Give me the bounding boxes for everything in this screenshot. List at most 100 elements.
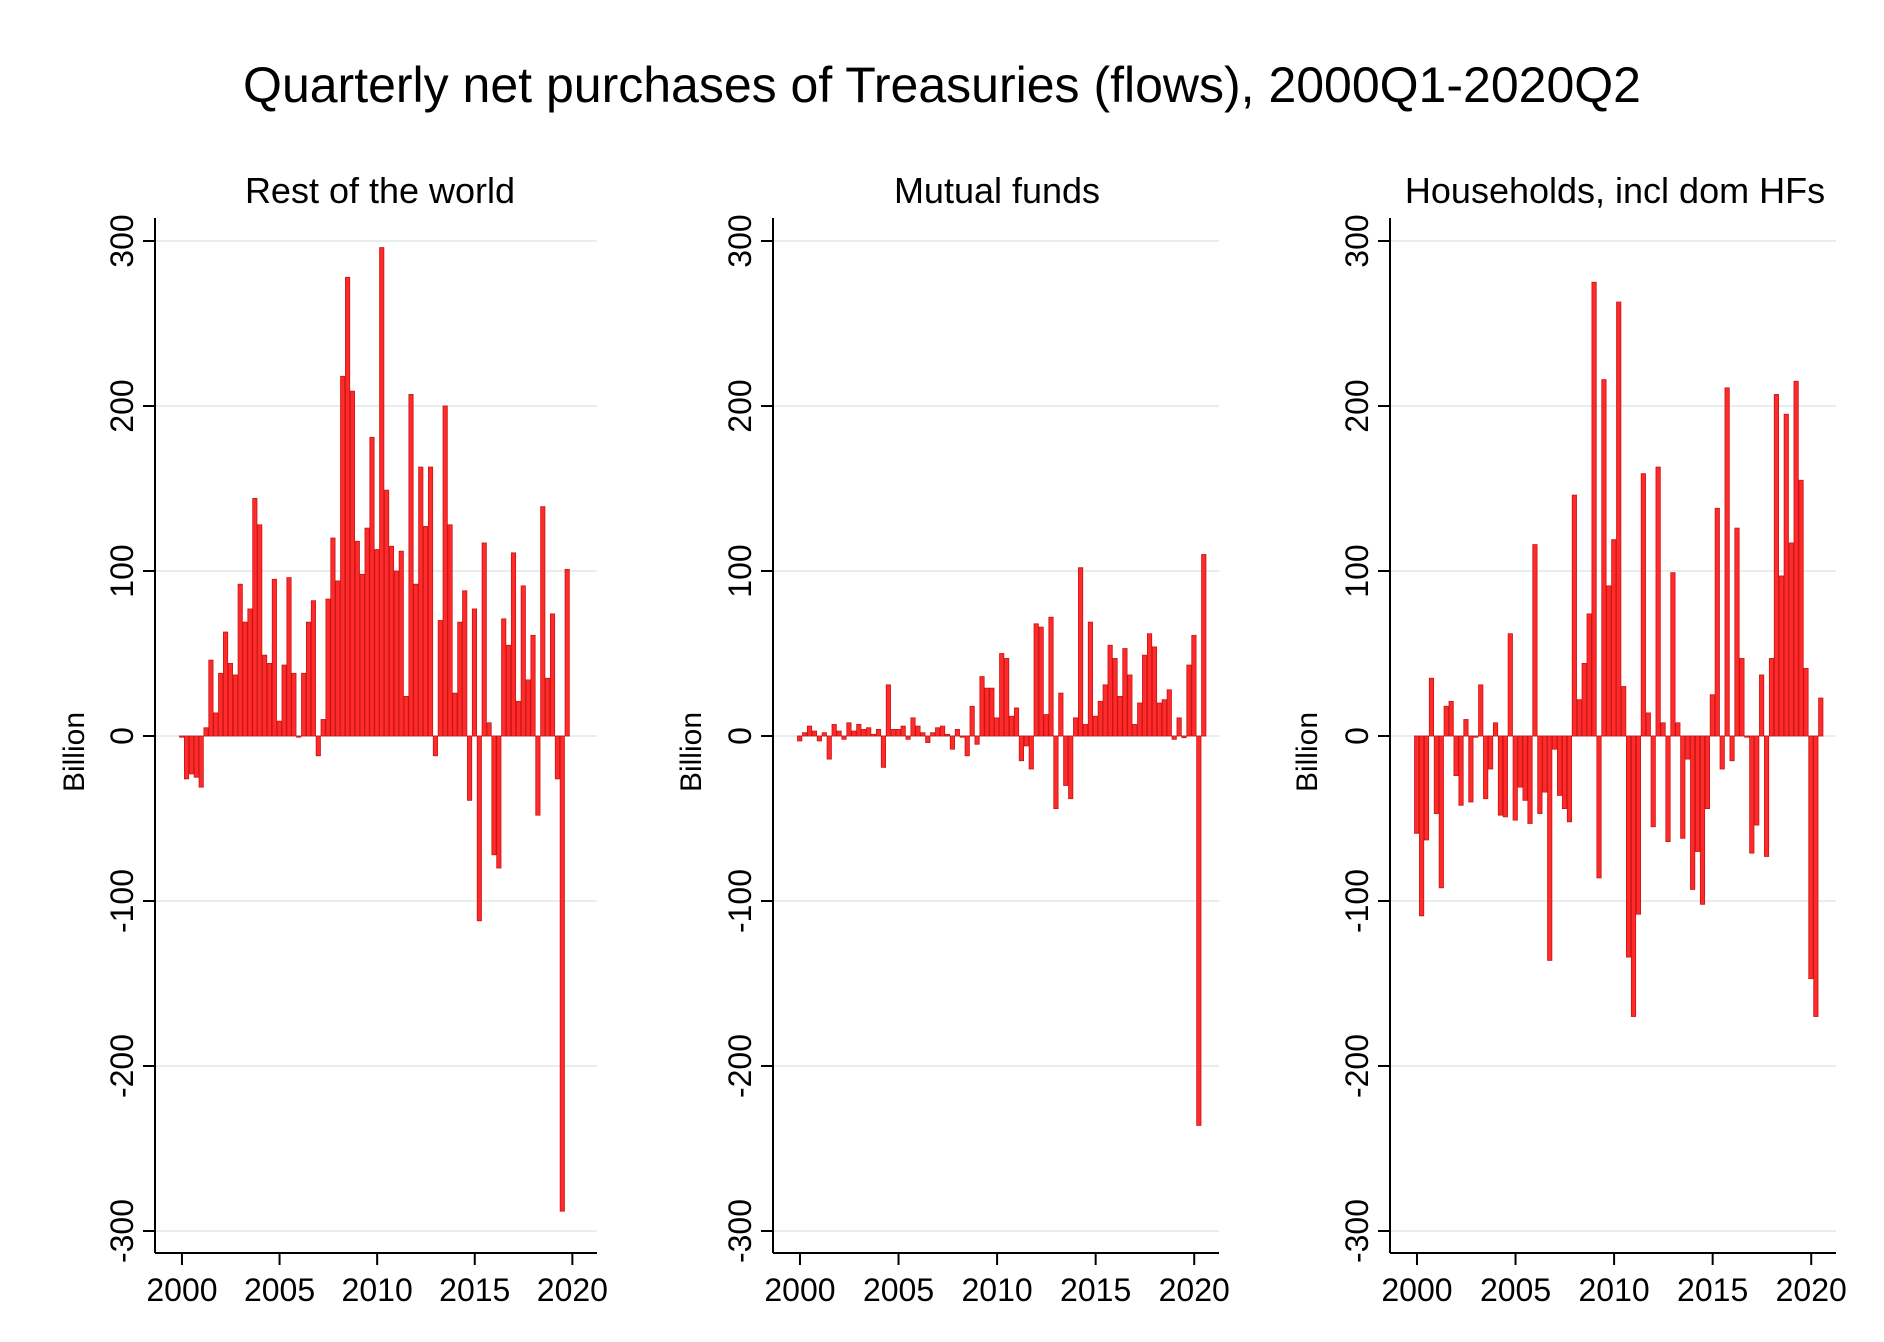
- x-tick-label: 2000: [1381, 1272, 1452, 1308]
- bar: [1778, 575, 1784, 737]
- bar: [427, 466, 434, 737]
- x-tick-label: 2015: [1677, 1272, 1748, 1308]
- bar: [930, 732, 936, 737]
- bar: [266, 663, 273, 737]
- bar: [1023, 735, 1029, 747]
- bar: [880, 735, 887, 768]
- bar: [388, 545, 395, 737]
- bar: [1171, 735, 1177, 740]
- bar: [179, 735, 185, 738]
- bar: [1087, 621, 1093, 737]
- bar: [1606, 585, 1612, 737]
- y-tick-label: 300: [104, 214, 140, 267]
- bar: [915, 725, 921, 737]
- bar: [1537, 735, 1543, 814]
- bar: [1058, 692, 1064, 737]
- y-tick-label: 0: [1339, 727, 1375, 745]
- bar: [1048, 616, 1054, 737]
- bar: [1591, 281, 1597, 737]
- bar: [1759, 674, 1765, 737]
- y-tick-label: 200: [722, 379, 758, 432]
- bar: [1463, 719, 1469, 737]
- bar: [520, 585, 526, 737]
- bar: [1773, 394, 1779, 737]
- bar: [979, 676, 985, 737]
- bar: [1714, 507, 1720, 737]
- bar: [554, 735, 560, 780]
- bar: [1650, 735, 1656, 828]
- bar: [1512, 735, 1518, 821]
- bar: [432, 735, 438, 757]
- bar: [359, 573, 365, 737]
- bar: [437, 620, 443, 737]
- y-tick-label: 100: [722, 544, 758, 597]
- bar: [1793, 380, 1799, 737]
- bar: [369, 436, 375, 737]
- bar: [949, 735, 956, 750]
- bar: [1082, 724, 1089, 737]
- bar: [467, 735, 473, 801]
- bar: [564, 568, 570, 737]
- bar: [1601, 379, 1607, 737]
- y-tick-label: 200: [104, 379, 140, 432]
- bar: [905, 735, 911, 740]
- bar: [1670, 572, 1676, 737]
- x-tick-label: 2010: [1578, 1272, 1649, 1308]
- bar: [462, 590, 468, 737]
- bar: [831, 724, 837, 737]
- bar: [1492, 722, 1499, 737]
- bar: [1142, 654, 1148, 737]
- y-tick-label: 100: [104, 544, 140, 597]
- bar: [310, 600, 316, 737]
- bar: [861, 729, 867, 737]
- panel-households: Households, incl dom HFs Billion -300 -20…: [1291, 170, 1847, 1308]
- bar: [1709, 694, 1715, 737]
- y-tick-label: 300: [1339, 214, 1375, 267]
- bar: [797, 735, 803, 742]
- bar: [811, 730, 818, 737]
- bar: [1122, 648, 1128, 737]
- bar: [954, 729, 960, 737]
- bar: [198, 735, 204, 788]
- bar: [1497, 735, 1504, 816]
- bar: [851, 730, 857, 737]
- y-axis-label: Billion: [1291, 712, 1324, 792]
- bar: [1151, 646, 1158, 737]
- x-tick-label: 2000: [764, 1272, 835, 1308]
- bar: [515, 700, 521, 737]
- bar: [1749, 735, 1755, 854]
- bar: [223, 631, 229, 737]
- bar: [1680, 735, 1686, 839]
- bar: [1621, 686, 1627, 737]
- panel-mutual-funds: Mutual funds Billion -300 -200 -100 0 100 200…: [675, 170, 1230, 1308]
- bar: [836, 730, 842, 737]
- x-tick-label: 2000: [146, 1272, 217, 1308]
- bar: [506, 644, 512, 737]
- bar: [1517, 735, 1523, 788]
- bar: [471, 608, 478, 737]
- bar: [1566, 735, 1573, 823]
- bar: [1156, 702, 1162, 737]
- bar: [1660, 722, 1666, 737]
- bar: [1502, 735, 1508, 818]
- bar: [989, 687, 995, 737]
- bar: [1699, 735, 1706, 905]
- bar: [262, 654, 268, 737]
- y-axis-label: Billion: [675, 712, 708, 792]
- bar: [1068, 735, 1074, 800]
- bar: [203, 727, 209, 737]
- bar: [1117, 696, 1123, 737]
- bar: [920, 732, 926, 737]
- bar: [1724, 387, 1730, 737]
- bar: [1483, 735, 1489, 800]
- y-tick-label: -300: [1339, 1199, 1375, 1263]
- bar: [802, 732, 808, 737]
- bar: [816, 735, 822, 742]
- bar: [1655, 466, 1661, 737]
- bar: [213, 712, 219, 737]
- bar: [1186, 664, 1192, 737]
- bar: [1586, 613, 1592, 737]
- bar: [1488, 735, 1494, 770]
- bar: [1453, 735, 1459, 776]
- bar: [496, 735, 502, 869]
